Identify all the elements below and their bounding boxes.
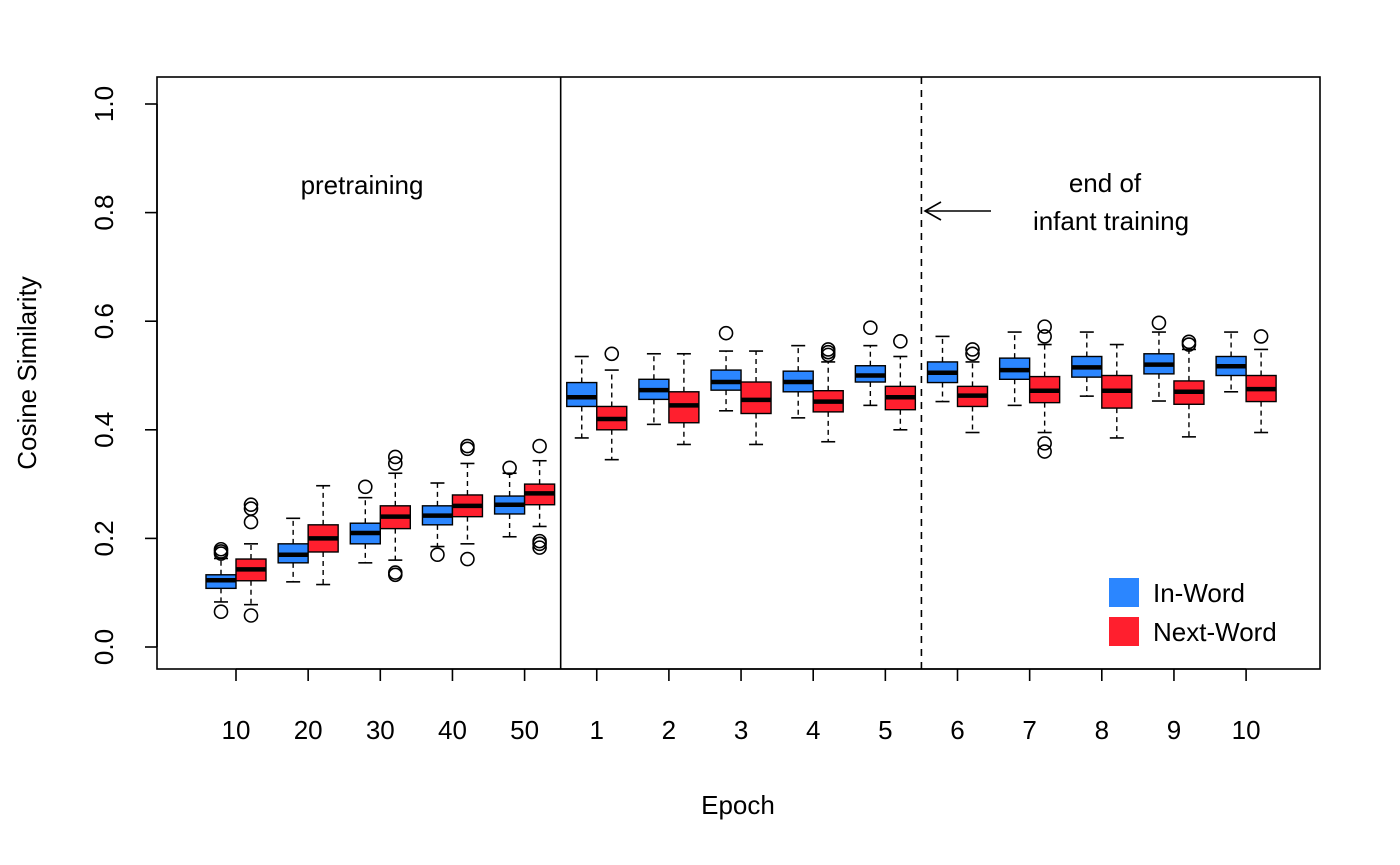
outlier-point bbox=[213, 604, 229, 620]
x-tick-label: 1 bbox=[590, 715, 604, 745]
x-tick-label: 30 bbox=[366, 715, 395, 745]
y-tick-label: 0.4 bbox=[89, 412, 119, 448]
box-next-word bbox=[451, 438, 484, 567]
outlier-point bbox=[1181, 334, 1197, 350]
box-in-word bbox=[421, 482, 454, 562]
y-tick-label: 0.2 bbox=[89, 520, 119, 556]
outlier-point bbox=[1151, 315, 1167, 331]
box-in-word bbox=[638, 352, 670, 426]
legend-label-next-word: Next-Word bbox=[1153, 617, 1277, 647]
box-next-word bbox=[884, 333, 917, 431]
box-next-word bbox=[235, 497, 267, 623]
box-in-word bbox=[1071, 331, 1103, 397]
outlier-point bbox=[604, 346, 620, 362]
x-tick-label: 3 bbox=[734, 715, 748, 745]
legend-swatch-next-word bbox=[1109, 617, 1139, 646]
outlier-point bbox=[1037, 329, 1052, 344]
outlier-point bbox=[965, 342, 980, 357]
outlier-point bbox=[1037, 444, 1052, 459]
y-tick-label: 0.6 bbox=[89, 303, 119, 339]
outlier-point bbox=[820, 342, 836, 357]
outlier-point bbox=[718, 325, 734, 341]
x-tick-label: 7 bbox=[1022, 715, 1036, 745]
outlier-point bbox=[460, 438, 475, 454]
annotation-infant-training: infant training bbox=[1033, 206, 1189, 236]
outlier-point bbox=[387, 456, 403, 471]
x-tick-label: 10 bbox=[222, 715, 251, 745]
plot-marks bbox=[205, 77, 1277, 669]
x-axis: 10 20 30 40 50 1 2 3 4 5 6 7 8 9 10 bbox=[222, 668, 1261, 745]
x-tick-label: 40 bbox=[438, 715, 467, 745]
outlier-point bbox=[863, 320, 878, 336]
outlier-point bbox=[1037, 319, 1052, 334]
outlier-point bbox=[460, 551, 475, 567]
outlier-point bbox=[893, 333, 908, 349]
y-axis-title: Cosine Similarity bbox=[12, 276, 42, 470]
box-next-word bbox=[596, 346, 628, 461]
box-next-word bbox=[668, 352, 700, 446]
box-next-word bbox=[1173, 334, 1205, 438]
legend-label-in-word: In-Word bbox=[1153, 578, 1245, 608]
x-axis-title: Epoch bbox=[701, 790, 775, 820]
box-next-word bbox=[1028, 319, 1061, 459]
x-tick-label: 9 bbox=[1167, 715, 1181, 745]
box-next-word bbox=[812, 342, 844, 443]
box-in-word bbox=[349, 479, 381, 564]
box-next-word bbox=[1101, 343, 1133, 439]
box-in-word bbox=[854, 320, 887, 407]
outlier-point bbox=[243, 501, 259, 516]
box-in-word bbox=[998, 331, 1031, 407]
box-in-word bbox=[566, 355, 598, 439]
annotation-arrow bbox=[923, 201, 991, 221]
x-tick-label: 5 bbox=[878, 715, 892, 745]
box-next-word bbox=[379, 449, 411, 583]
x-tick-label: 2 bbox=[662, 715, 676, 745]
box-in-word bbox=[926, 335, 959, 403]
y-tick-label: 0.8 bbox=[89, 195, 119, 231]
box-in-word bbox=[1215, 331, 1247, 393]
outlier-point bbox=[357, 479, 373, 495]
outlier-point bbox=[243, 497, 259, 513]
y-tick-label: 0.0 bbox=[89, 629, 119, 665]
box-in-word bbox=[205, 541, 237, 620]
box-in-word bbox=[782, 344, 814, 419]
box-next-word bbox=[523, 438, 556, 555]
x-tick-label: 50 bbox=[510, 715, 539, 745]
outlier-point bbox=[532, 540, 547, 555]
box-in-word bbox=[277, 517, 309, 583]
outlier-point bbox=[387, 565, 403, 580]
box-in-word bbox=[710, 325, 742, 412]
outlier-point bbox=[965, 346, 980, 362]
legend-swatch-in-word bbox=[1109, 578, 1139, 607]
outlier-point bbox=[387, 449, 403, 465]
box-next-word bbox=[740, 350, 772, 446]
y-tick-label: 1.0 bbox=[89, 86, 119, 122]
outlier-point bbox=[1037, 436, 1052, 451]
outlier-point bbox=[532, 533, 547, 549]
box-in-word bbox=[493, 460, 526, 538]
box-next-word bbox=[956, 342, 989, 434]
box-body bbox=[566, 381, 598, 408]
box-next-word bbox=[1245, 329, 1277, 434]
outlier-point bbox=[1253, 329, 1269, 344]
outlier-point bbox=[243, 608, 259, 623]
legend: In-Word Next-Word bbox=[1109, 578, 1277, 647]
outlier-point bbox=[532, 438, 547, 454]
outlier-point bbox=[502, 460, 517, 476]
x-tick-label: 10 bbox=[1232, 715, 1261, 745]
x-tick-label: 4 bbox=[806, 715, 820, 745]
y-axis: 0.0 0.2 0.4 0.6 0.8 1.0 bbox=[89, 86, 158, 665]
x-tick-label: 8 bbox=[1095, 715, 1109, 745]
x-tick-label: 6 bbox=[950, 715, 964, 745]
x-tick-label: 20 bbox=[294, 715, 323, 745]
box-in-word bbox=[1143, 315, 1175, 402]
annotation-pretraining: pretraining bbox=[301, 170, 424, 200]
outlier-point bbox=[213, 541, 229, 557]
box-next-word bbox=[307, 484, 339, 586]
outlier-point bbox=[430, 547, 445, 562]
annotation-end-of: end of bbox=[1069, 168, 1142, 198]
